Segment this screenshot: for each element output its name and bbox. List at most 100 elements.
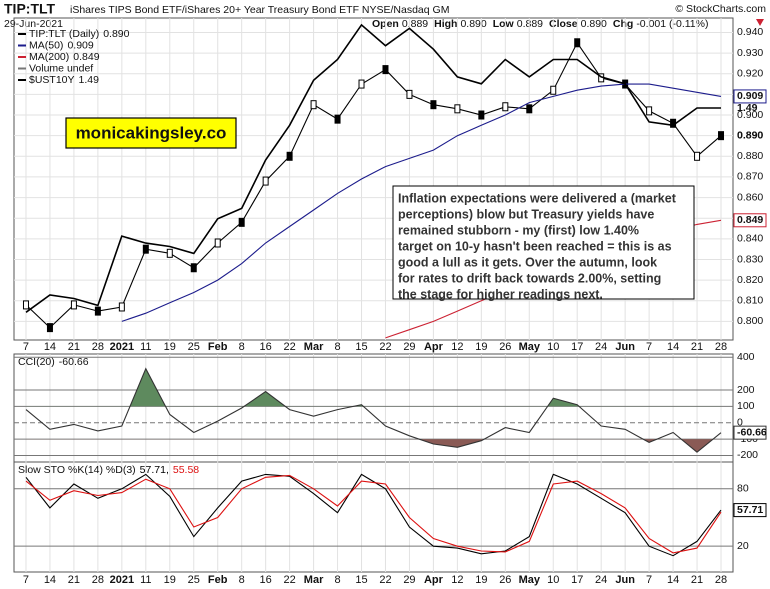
x-tick-label: 22: [283, 341, 295, 353]
y-tick-label: 0.820: [737, 274, 763, 286]
legend-name: MA(200): [29, 51, 69, 63]
y-tick-label: 100: [737, 400, 755, 412]
x-tick-label: 12: [451, 341, 463, 353]
price-marker: [550, 85, 557, 95]
price-marker: [22, 300, 29, 310]
end-label: 0.890: [737, 129, 763, 141]
x-tick-label: 7: [23, 341, 29, 353]
y-tick-label: 0.890: [737, 129, 763, 141]
price-marker: [430, 100, 437, 110]
x-tick-label: 8: [334, 574, 340, 586]
price-marker: [358, 79, 365, 89]
x-tick-label: 10: [547, 574, 559, 586]
quote-label: Close: [549, 18, 578, 30]
legend-entry: $UST10Y 1.49: [29, 74, 99, 86]
x-tick-label: 21: [68, 341, 80, 353]
x-tick-label: 28: [715, 341, 727, 353]
legend-name: MA(50): [29, 39, 63, 51]
legend-entry: Volume undef: [29, 62, 93, 74]
series-line: [25, 23, 721, 313]
x-tick-label: May: [519, 574, 541, 586]
annotation-line: good a lull as it gets. Over the autumn,…: [398, 255, 657, 269]
quote-value: -0.001 (-0.11%): [636, 18, 708, 30]
x-tick-label: 22: [379, 341, 391, 353]
legend-value: -60.66: [59, 356, 89, 368]
annotation-box: [392, 185, 695, 300]
x-tick-label: 7: [646, 341, 652, 353]
series-line: [25, 41, 722, 329]
watermark: monicakingsley.co: [76, 123, 227, 142]
quote-value: 0.890: [581, 18, 607, 30]
price-marker: [238, 217, 245, 227]
x-tick-label: May: [519, 341, 541, 353]
x-tick-label: 8: [239, 341, 245, 353]
annotation-line: perceptions) blow but Treasury yields ha…: [398, 207, 654, 221]
end-label: 0.909: [737, 90, 763, 102]
sto-legend: Slow STO %K(14) %D(3) 57.71, 55.58: [18, 464, 199, 476]
y-tick-label: 200: [737, 384, 755, 396]
price-marker: [286, 151, 293, 161]
price-marker: [142, 244, 149, 254]
price-marker: [166, 248, 173, 258]
legend-value: 0.849: [73, 51, 99, 63]
x-tick-label: 25: [188, 574, 200, 586]
x-tick-label: 7: [23, 574, 29, 586]
x-tick-label: 19: [475, 341, 487, 353]
x-tick-label: 17: [571, 341, 583, 353]
x-tick-label: 26: [499, 341, 511, 353]
price-marker: [94, 306, 101, 316]
x-tick-label: 28: [92, 341, 104, 353]
legend-name: TIP:TLT (Daily): [29, 28, 99, 40]
y-tick-label: 80: [737, 483, 749, 495]
cci-legend: CCI(20) -60.66: [18, 356, 89, 368]
price-marker: [46, 323, 53, 333]
x-tick-label: 22: [283, 574, 295, 586]
cci-fill: [130, 368, 580, 407]
y-tick-label: 0.870: [737, 171, 763, 183]
x-tick-label: 21: [691, 341, 703, 353]
price-marker: [382, 65, 389, 75]
x-tick-label: Jun: [615, 574, 635, 586]
quote-label: Low: [493, 18, 515, 30]
legend-name: $UST10Y: [29, 74, 75, 86]
end-label-box: [733, 425, 767, 440]
quote: Open 0.889 High 0.890 Low 0.889 Close 0.890 Chg -…: [372, 18, 709, 30]
end-label: 1.49: [737, 102, 758, 114]
legend-entry: MA(50) 0.909: [29, 39, 94, 51]
x-tick-label: 28: [715, 574, 727, 586]
end-label: 57.71: [737, 504, 763, 516]
x-tick-label: 15: [355, 341, 367, 353]
x-tick-label: Mar: [304, 574, 324, 586]
x-tick-label: 8: [334, 341, 340, 353]
x-tick-label: Feb: [208, 341, 228, 353]
x-tick-label: 19: [164, 341, 176, 353]
x-tick-label: 26: [499, 574, 511, 586]
legend-value: 55.58: [173, 464, 199, 476]
x-tick-label: 14: [44, 574, 56, 586]
legend-entry: MA(200) 0.849: [29, 51, 100, 63]
price-marker: [502, 102, 509, 112]
x-tick-label: 25: [188, 341, 200, 353]
x-tick-label: 14: [44, 341, 56, 353]
x-tick-label: 19: [164, 574, 176, 586]
price-marker: [214, 238, 221, 248]
series-line: [121, 83, 722, 322]
y-tick-label: 20: [737, 540, 749, 552]
chart-subtitle: iShares TIPS Bond ETF/iShares 20+ Year T…: [70, 4, 449, 16]
x-tick-label: 2021: [110, 341, 134, 353]
y-tick-label: 0.940: [737, 26, 763, 38]
quote-label: High: [434, 18, 457, 30]
price-marker: [694, 151, 701, 161]
x-tick-label: Apr: [424, 341, 444, 353]
down-arrow: [756, 19, 764, 26]
credit: © StockCharts.com: [675, 3, 766, 15]
price-marker: [334, 114, 341, 124]
x-tick-label: 11: [140, 574, 151, 586]
chart-title: TIP:TLT: [4, 1, 56, 17]
annotation-line: for rates to drift back towards 2.00%, s…: [398, 271, 661, 285]
x-tick-label: 24: [595, 341, 607, 353]
price-marker: [118, 302, 125, 312]
y-tick-label: 0.930: [737, 47, 763, 59]
x-tick-label: 14: [667, 341, 679, 353]
y-tick-label: 0.840: [737, 233, 763, 245]
